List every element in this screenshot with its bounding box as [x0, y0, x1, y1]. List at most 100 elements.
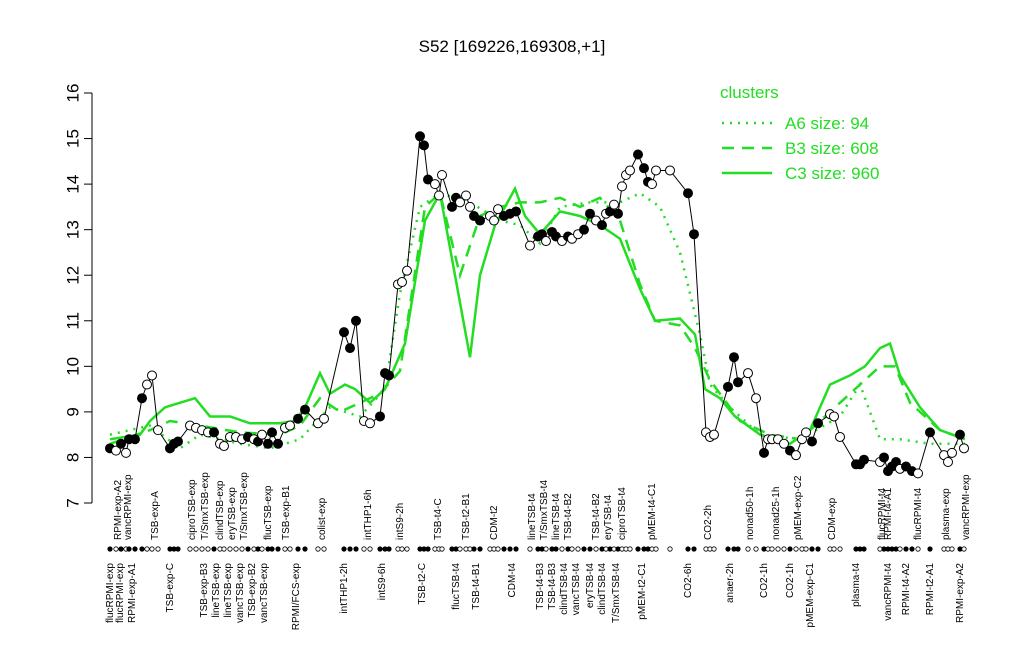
data-point [943, 457, 953, 467]
strip-point [211, 546, 217, 552]
strip-point [513, 546, 519, 552]
sample-label: nonad25-1h [771, 487, 782, 540]
data-point [402, 265, 412, 276]
data-point [813, 418, 823, 429]
data-point [489, 215, 499, 226]
strip-point [837, 546, 843, 552]
strip-point [139, 546, 145, 552]
strip-point [553, 546, 559, 552]
strip-point [155, 546, 161, 552]
data-point [723, 381, 733, 392]
sample-label: TSB-exp-B2 [247, 563, 258, 618]
strip-point [769, 546, 775, 552]
legend-label: B3 size: 608 [785, 139, 879, 158]
strip-point [367, 546, 373, 552]
data-point [257, 429, 267, 440]
data-point [633, 149, 643, 160]
strip-point [903, 546, 909, 552]
strip-point [239, 546, 245, 552]
sample-label: eryTSB-exp [227, 487, 238, 540]
strip-point [787, 546, 793, 552]
strip-point [501, 546, 507, 552]
strip-point [635, 546, 641, 552]
sample-label: vancRPMI-exp [123, 474, 134, 540]
sample-label: pMEM-exp-C1 [805, 563, 816, 628]
sample-label: ciproTSB-t4 [617, 487, 628, 540]
data-point [807, 436, 817, 447]
sample-label: eryTSB-t4 [585, 563, 596, 608]
sample-label: lineTSB-exp [223, 563, 234, 618]
data-point [639, 163, 649, 174]
strip-point [193, 546, 199, 552]
sample-label: anaer-2h [725, 563, 736, 603]
strip-point [587, 546, 593, 552]
data-point [665, 165, 675, 176]
strip-point [439, 546, 445, 552]
data-point [461, 190, 471, 201]
sample-label: CDM-exp [827, 497, 838, 540]
data-point [153, 425, 163, 436]
y-tick-label: 7 [63, 498, 82, 507]
legend-label: A6 size: 94 [785, 114, 869, 133]
strip-point [315, 546, 321, 552]
data-point [959, 443, 969, 454]
data-point [455, 197, 465, 208]
strip-point [287, 546, 293, 552]
sample-label: flucRPMI-exp [115, 563, 126, 623]
strip-point [132, 546, 138, 552]
data-point [437, 170, 447, 180]
strip-point [559, 546, 565, 552]
strip-point [457, 546, 463, 552]
sample-label: lineTSB-t4 [551, 493, 562, 540]
sample-label: TSB-exp-A [150, 491, 161, 540]
strip-point [471, 546, 477, 552]
strip-point [815, 546, 821, 552]
data-point [319, 413, 329, 424]
strip-point [377, 546, 383, 552]
sample-label: intS9-6h [377, 563, 388, 600]
sample-label: TSB-exp-B1 [281, 485, 292, 540]
sample-label: ciproTSB-exp [187, 479, 198, 540]
y-tick-label: 16 [63, 84, 82, 103]
sample-label: CDM-t4 [507, 563, 518, 598]
sample-label: TSB-t4-B3 [547, 563, 558, 610]
data-point [219, 441, 229, 452]
data-point [647, 179, 657, 190]
chart-title: S52 [169226,169308,+1] [419, 37, 606, 56]
strip-point [187, 546, 193, 552]
sample-label: TSB-t4-B2 [563, 493, 574, 540]
data-point [273, 438, 283, 449]
sample-label: flucRPMI-t4 [877, 487, 888, 540]
sample-label: flucRPMI-exp [105, 563, 116, 623]
data-point [121, 447, 131, 458]
sample-label: intTHP1-6h [363, 489, 374, 540]
data-point [579, 224, 589, 235]
y-tick-label: 13 [63, 220, 82, 239]
data-point [689, 229, 699, 240]
sample-label: RPMI/FCS-exp [291, 563, 302, 631]
sample-label: vancTSB-t4 [571, 563, 582, 616]
strip-point [775, 546, 781, 552]
sample-label: vancTSB-exp [259, 563, 270, 623]
strip-point [861, 546, 867, 552]
strip-point [126, 546, 132, 552]
data-point [729, 352, 739, 363]
strip-point [353, 546, 359, 552]
data-point [419, 140, 429, 151]
sample-label: clindTSB-exp [215, 480, 226, 540]
sample-label: vancTSB-exp [235, 563, 246, 623]
y-tick-label: 14 [63, 175, 82, 194]
strip-point [295, 546, 301, 552]
sample-label: pMEM-exp-C2 [793, 475, 804, 540]
data-point [263, 438, 273, 449]
strip-point [803, 546, 809, 552]
strip-point [897, 546, 903, 552]
strip-point [477, 546, 483, 552]
strip-point [653, 546, 659, 552]
sample-label: pMEM-t2-C1 [637, 563, 648, 620]
strip-point [341, 546, 347, 552]
data-point [465, 201, 475, 212]
strip-point [361, 546, 367, 552]
data-point [430, 179, 440, 190]
strip-point [495, 546, 501, 552]
